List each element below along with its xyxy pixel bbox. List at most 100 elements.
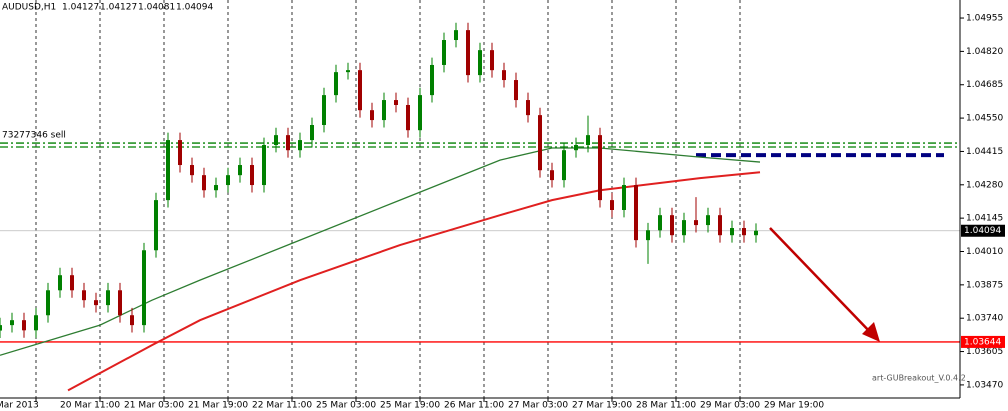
candle-body <box>502 70 506 81</box>
candle-body <box>742 228 746 236</box>
candle-body <box>682 220 686 236</box>
x-tick-label: 29 Mar 19:00 <box>764 401 824 411</box>
x-tick-label: 26 Mar 11:00 <box>444 401 504 411</box>
x-tick-label: 27 Mar 19:00 <box>572 401 632 411</box>
plot-area <box>0 0 960 398</box>
y-tick-label: 1.04145 <box>966 214 1003 224</box>
price-box <box>961 224 1005 237</box>
candle-body <box>322 95 326 126</box>
candle-body <box>0 325 2 331</box>
candle-body <box>490 50 494 71</box>
x-tick-label: 28 Mar 11:00 <box>636 401 696 411</box>
candle-body <box>622 185 626 210</box>
candle-body <box>466 30 470 76</box>
candle-body <box>394 100 398 105</box>
candle-body <box>538 115 542 171</box>
candle-body <box>598 135 602 201</box>
candle-body <box>730 228 734 236</box>
x-tick-label: 21 Mar 19:00 <box>188 401 248 411</box>
x-tick-label: 29 Mar 03:00 <box>700 401 760 411</box>
candle-body <box>382 100 386 121</box>
candle-body <box>262 145 266 186</box>
candle-body <box>406 104 410 131</box>
candle-body <box>214 185 218 191</box>
y-tick-label: 1.04010 <box>966 247 1003 257</box>
candle-body <box>250 165 254 186</box>
candle-body <box>94 300 98 306</box>
candle-body <box>274 135 278 146</box>
candle-body <box>286 135 290 151</box>
y-tick-label: 1.03875 <box>966 280 1003 290</box>
candle-body <box>562 150 566 181</box>
y-tick-label: 1.04820 <box>966 47 1003 57</box>
candle-body <box>10 320 14 326</box>
candle-body <box>454 30 458 41</box>
candle-body <box>58 275 62 291</box>
candle-body <box>718 215 722 236</box>
candle-body <box>526 100 530 116</box>
candle-body <box>346 70 350 73</box>
price-box <box>961 335 1005 348</box>
candle-body <box>370 110 374 121</box>
x-tick-label: Mar 2013 <box>0 401 39 411</box>
candle-body <box>34 315 38 331</box>
y-tick-label: 1.04955 <box>966 14 1003 24</box>
candle-body <box>442 40 446 65</box>
x-tick-label: 20 Mar 11:00 <box>60 401 120 411</box>
x-tick-label: 25 Mar 19:00 <box>380 401 440 411</box>
candle-body <box>70 275 74 291</box>
y-tick-label: 1.04550 <box>966 114 1003 124</box>
candle-body <box>694 220 698 226</box>
moving-average <box>0 147 761 356</box>
candle-body <box>202 175 206 191</box>
candle-body <box>670 215 674 236</box>
candle-body <box>634 185 638 241</box>
quote-value: 1.04081 <box>138 3 175 13</box>
candle-body <box>22 320 26 331</box>
candle-body <box>550 170 554 181</box>
candle-body <box>706 215 710 226</box>
price-label: 1.04094 <box>964 226 1001 236</box>
candle-body <box>334 72 338 96</box>
candle-body <box>646 230 650 241</box>
candle-body <box>586 135 590 146</box>
candle-body <box>478 50 482 76</box>
quote-value: 1.04094 <box>176 3 213 13</box>
x-tick-label: 25 Mar 03:00 <box>316 401 376 411</box>
candle-body <box>298 140 302 151</box>
y-tick-label: 1.04280 <box>966 180 1003 190</box>
candle-body <box>754 230 758 236</box>
candle-body <box>190 165 194 176</box>
candle-body <box>310 125 314 141</box>
quote-value: 1.04127 <box>62 3 99 13</box>
candle-body <box>178 140 182 166</box>
price-label: 1.03644 <box>964 337 1001 347</box>
x-tick-label: 22 Mar 11:00 <box>252 401 312 411</box>
y-tick-label: 1.04685 <box>966 80 1003 90</box>
candle-body <box>154 200 158 251</box>
moving-average <box>67 171 761 392</box>
x-tick-label: 27 Mar 03:00 <box>508 401 568 411</box>
order-label: 73277346 sell <box>2 131 66 141</box>
candle-body <box>130 315 134 326</box>
annotation-arrowhead <box>862 322 880 342</box>
candle-body <box>118 290 122 316</box>
chart-title: AUDUSD,H1 <box>2 3 56 13</box>
candle-body <box>142 250 146 326</box>
candle-body <box>226 175 230 186</box>
candle-body <box>610 200 614 210</box>
y-tick-label: 1.03740 <box>966 314 1003 324</box>
candle-body <box>238 165 242 176</box>
y-tick-label: 1.04415 <box>966 147 1003 157</box>
y-tick-label: 1.03470 <box>966 380 1003 390</box>
x-tick-label: 21 Mar 03:00 <box>124 401 184 411</box>
candle-body <box>418 95 422 131</box>
y-tick-label: 1.03605 <box>966 347 1003 357</box>
candle-body <box>358 70 362 111</box>
candle-body <box>430 64 434 96</box>
quote-value: 1.04127 <box>100 3 137 13</box>
watermark: art-GUBreakout_V.0.4.2 <box>872 374 966 383</box>
candle-body <box>82 290 86 301</box>
